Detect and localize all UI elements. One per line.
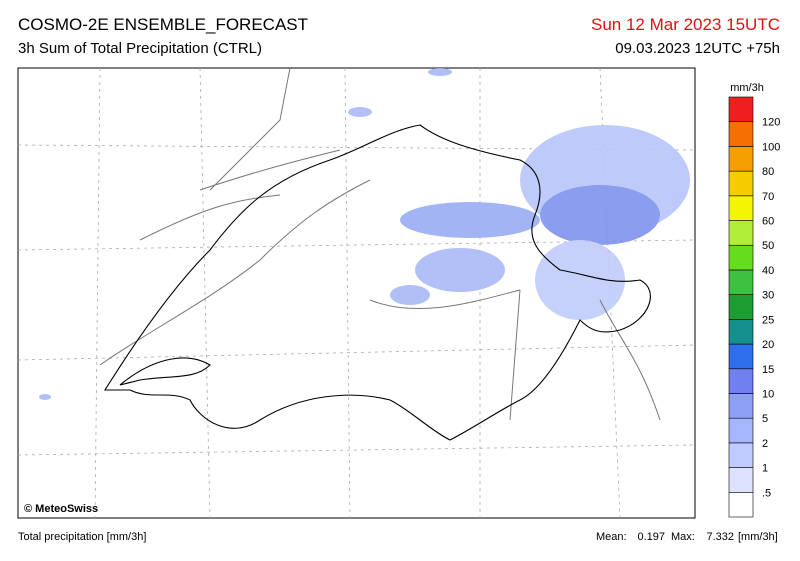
colorbar-label: 10: [762, 388, 774, 400]
colorbar-label: 25: [762, 314, 774, 326]
max-value: 7.332: [706, 531, 734, 543]
colorbar-box: [728, 96, 754, 123]
stats-unit: [mm/3h]: [738, 531, 778, 543]
colorbar-label: 30: [762, 290, 774, 302]
colorbar-box: [728, 393, 754, 419]
colorbar-box: [728, 121, 754, 147]
colorbar-label: 2: [762, 438, 768, 450]
colorbar-box: [728, 442, 754, 468]
colorbar-box: [728, 319, 754, 345]
mean-label: Mean:: [596, 531, 627, 543]
colorbar-label: 120: [762, 117, 780, 129]
colorbar-box: [728, 220, 754, 246]
footer-left: Total precipitation [mm/3h]: [18, 531, 146, 543]
colorbar-box: [728, 343, 754, 370]
colorbar-label: 50: [762, 240, 774, 252]
footer-stats: Mean: 0.197 Max: 7.332 [mm/3h]: [596, 531, 778, 543]
colorbar-box: [728, 294, 754, 320]
colorbar-box: [728, 368, 754, 394]
colorbar-label: 70: [762, 191, 774, 203]
colorbar-box: [728, 195, 754, 221]
colorbar-label: 15: [762, 364, 774, 376]
colorbar-label: 100: [762, 141, 780, 153]
colorbar-box: [728, 417, 754, 444]
colorbar-label: 40: [762, 265, 774, 277]
colorbar-box: [728, 244, 754, 271]
colorbar-label: .5: [762, 487, 771, 499]
colorbar-label: 60: [762, 216, 774, 228]
max-label: Max:: [671, 531, 695, 543]
mean-value: 0.197: [637, 531, 665, 543]
colorbar-box: [728, 269, 754, 295]
legend-unit: mm/3h: [730, 82, 764, 94]
colorbar-box: [728, 467, 754, 493]
map: © MeteoSwiss: [17, 67, 696, 519]
title: COSMO-2E ENSEMBLE_FORECAST: [18, 15, 308, 34]
run-time: 09.03.2023 12UTC +75h: [615, 40, 780, 57]
colorbar-label: 20: [762, 339, 774, 351]
subtitle: 3h Sum of Total Precipitation (CTRL): [18, 40, 262, 57]
colorbar-label: 80: [762, 166, 774, 178]
colorbar-box: [728, 146, 754, 172]
colorbar-label: 5: [762, 413, 768, 425]
colorbar-box: [728, 491, 754, 518]
colorbar-box: [728, 170, 754, 197]
colorbar-label: 1: [762, 463, 768, 475]
map-credit: © MeteoSwiss: [24, 503, 98, 515]
valid-time: Sun 12 Mar 2023 15UTC: [591, 15, 780, 34]
